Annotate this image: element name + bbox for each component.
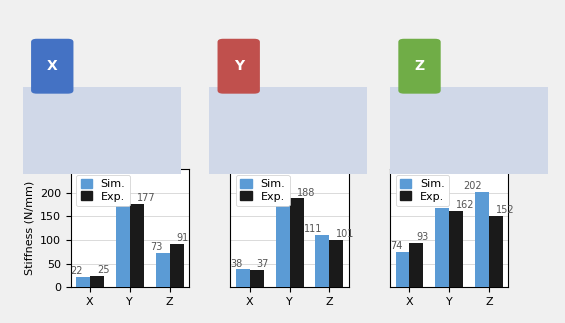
Text: 25: 25 xyxy=(97,265,110,275)
Bar xyxy=(156,253,170,287)
Bar xyxy=(130,204,144,287)
Bar xyxy=(410,244,423,287)
Bar xyxy=(396,253,410,287)
Text: 111: 111 xyxy=(304,224,323,234)
Bar xyxy=(475,192,489,287)
Text: 202: 202 xyxy=(463,181,482,191)
Text: 74: 74 xyxy=(390,242,402,252)
Text: 188: 188 xyxy=(297,188,315,197)
Bar xyxy=(276,198,289,287)
Text: 192: 192 xyxy=(105,186,123,196)
Bar xyxy=(236,269,250,287)
Title: (-200,200): (-200,200) xyxy=(245,151,334,167)
Bar xyxy=(329,240,344,287)
Text: 167: 167 xyxy=(424,197,442,207)
Text: Z: Z xyxy=(415,59,425,73)
Legend: Sim., Exp.: Sim., Exp. xyxy=(396,175,449,206)
Bar xyxy=(436,208,449,287)
Text: 73: 73 xyxy=(150,242,163,252)
Bar xyxy=(489,215,503,287)
Text: 37: 37 xyxy=(257,259,269,269)
Bar xyxy=(250,270,264,287)
Text: 91: 91 xyxy=(177,234,189,244)
Bar xyxy=(170,245,184,287)
Y-axis label: Stiffness (N/mm): Stiffness (N/mm) xyxy=(24,181,34,276)
Text: 38: 38 xyxy=(231,258,243,268)
Bar xyxy=(315,235,329,287)
Title: (-400,400): (-400,400) xyxy=(85,151,175,167)
Text: 188: 188 xyxy=(264,188,282,197)
Text: 162: 162 xyxy=(457,200,475,210)
Bar xyxy=(76,277,90,287)
Bar xyxy=(449,211,463,287)
Legend: Sim., Exp.: Sim., Exp. xyxy=(76,175,130,206)
Bar xyxy=(116,197,130,287)
Text: 101: 101 xyxy=(336,229,355,239)
Text: 93: 93 xyxy=(416,233,429,243)
Text: 177: 177 xyxy=(137,193,155,203)
Text: Y: Y xyxy=(234,59,244,73)
Bar xyxy=(289,198,303,287)
Bar xyxy=(90,276,104,287)
Title: (0,0): (0,0) xyxy=(429,151,470,167)
Text: X: X xyxy=(47,59,58,73)
Text: 22: 22 xyxy=(71,266,83,276)
Legend: Sim., Exp.: Sim., Exp. xyxy=(236,175,290,206)
Text: 152: 152 xyxy=(496,204,515,214)
